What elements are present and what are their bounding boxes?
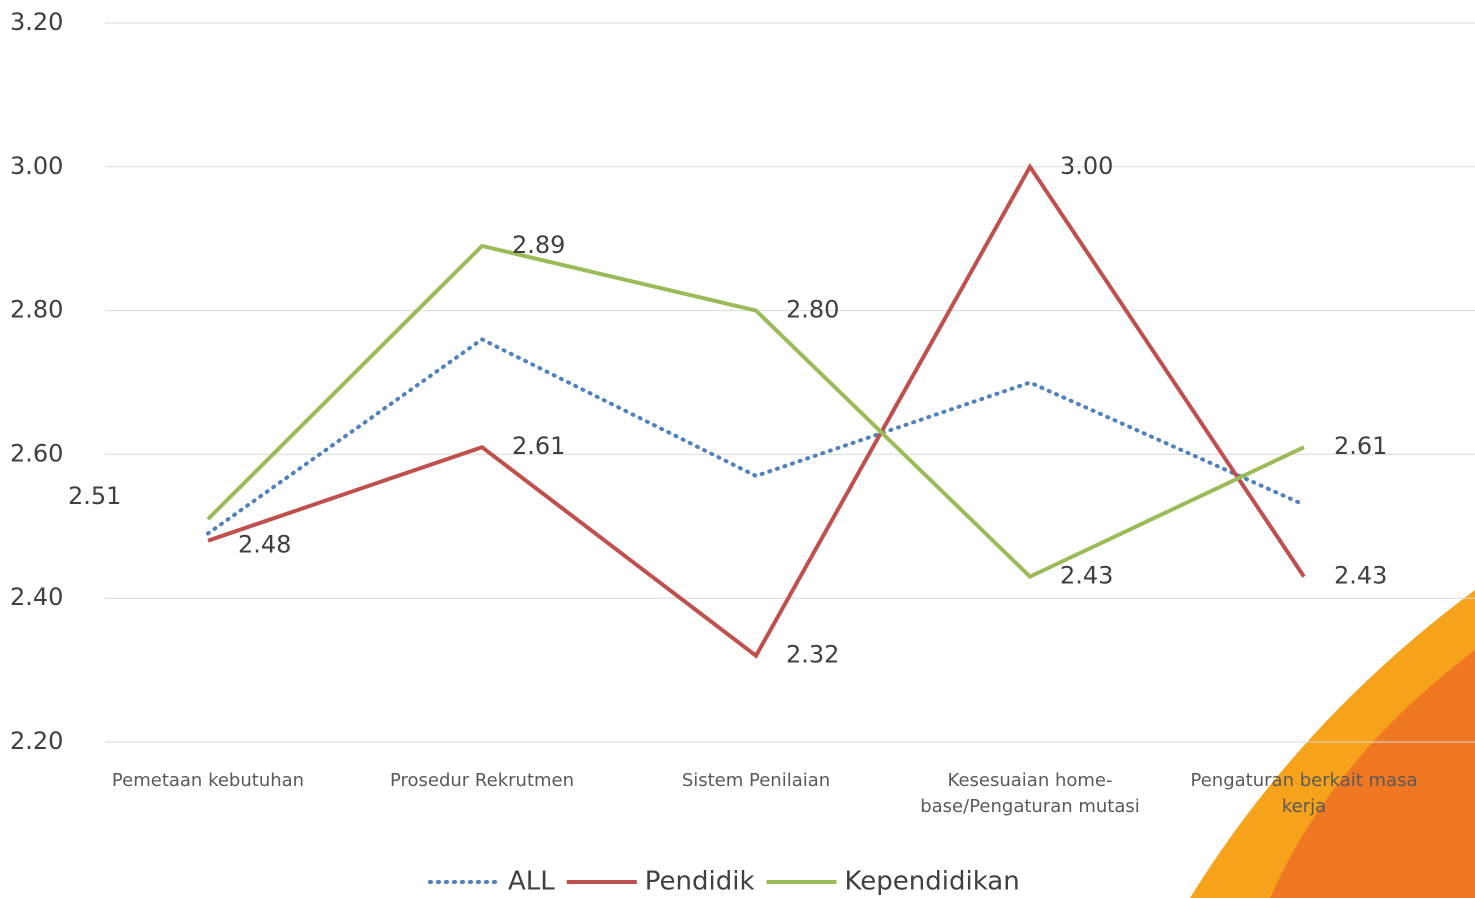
y-tick-label: 2.20 [10,727,63,755]
data-label: 2.80 [786,296,839,324]
data-label: 2.89 [512,231,565,259]
y-tick-label: 3.00 [10,152,63,180]
data-label: 2.32 [786,641,839,669]
x-tick-label: Pengaturan berkait masa kerja [1190,770,1418,817]
y-tick-label: 2.60 [10,439,63,467]
legend-label: Pendidik [645,867,755,897]
y-tick-label: 3.20 [10,8,63,36]
series-line [206,243,1305,580]
x-tick-label: Sistem Penilaian [681,770,831,791]
data-label: 3.00 [1060,152,1113,180]
y-tick-label: 2.80 [10,296,63,324]
data-label: 2.43 [1060,562,1113,590]
data-label: 2.61 [512,432,565,460]
data-label: 2.61 [1334,432,1387,460]
series-line [207,162,1306,659]
series-line [206,337,1306,536]
x-tick-label: Pemetaan kebutuhan [111,770,305,791]
data-label: 2.51 [68,482,121,510]
legend-label: ALL [508,867,555,897]
legend-label: Kependidikan [845,867,1020,897]
x-tick-label: Prosedur Rekrutmen [389,770,575,791]
y-tick-label: 2.40 [10,583,63,611]
decoration [1270,650,1475,898]
data-label: 2.43 [1334,562,1387,590]
data-label: 2.48 [238,531,291,559]
x-tick-label: Kesesuaian home-base/Pengaturan mutasi [920,770,1140,817]
